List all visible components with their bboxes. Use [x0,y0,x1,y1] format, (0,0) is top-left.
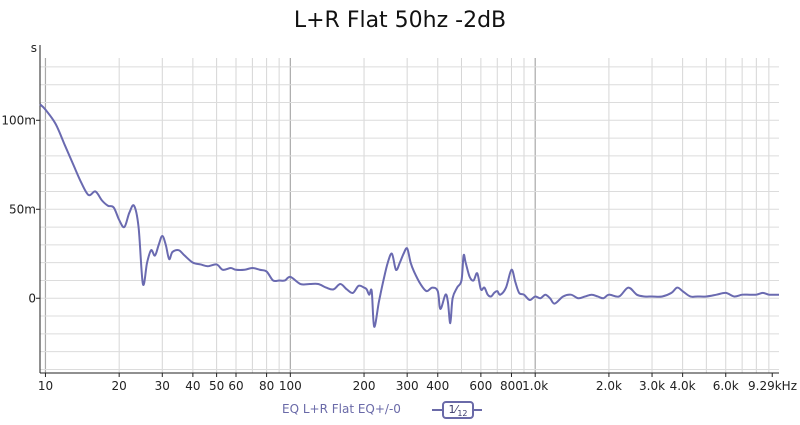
series-line [39,103,779,328]
x-tick-label: 60 [228,379,243,393]
x-tick-label: 4.0k [670,379,696,393]
tick-labels: s 100m 50m 0 10 20 30 40 50 60 80 100 200 300 400 600 80… [1,41,797,393]
x-tick-label: 2.0k [596,379,622,393]
x-tick-label: 10 [38,379,53,393]
x-tick-label: 400 [426,379,449,393]
x-tick-label: 20 [112,379,127,393]
series-layer [39,103,779,328]
legend-series-label[interactable]: EQ L+R Flat EQ+/-0 [282,402,401,416]
x-tick-label: 200 [353,379,376,393]
x-tick-label: 1.0k [522,379,548,393]
x-tick-label: 800 [500,379,523,393]
smoothing-numerator: 1 [448,403,456,416]
axes [36,45,779,377]
y-tick-label: 50m [9,202,36,216]
x-tick-label: 50 [209,379,224,393]
x-tick-label: 300 [396,379,419,393]
x-tick-label: 80 [259,379,274,393]
legend-line-left [432,409,442,411]
x-tick-label: 40 [185,379,200,393]
x-tick-label: 6.0k [713,379,739,393]
y-axis-unit-label: s [31,41,37,55]
y-tick-label: 0 [28,291,36,305]
x-tick-label: 30 [155,379,170,393]
legend-line-right [470,409,482,411]
grid [40,58,779,373]
smoothing-label: 1⁄12 [442,401,474,419]
chart-title: L+R Flat 50hz -2dB [293,8,507,33]
x-tick-label: 9.29kHz [748,379,797,393]
x-tick-label: 100 [279,379,302,393]
x-tick-label: 3.0k [639,379,665,393]
smoothing-badge[interactable]: 1⁄12 [432,400,482,419]
y-tick-label: 100m [1,113,36,127]
x-tick-label: 600 [469,379,492,393]
smoothing-denominator: 12 [457,409,468,419]
